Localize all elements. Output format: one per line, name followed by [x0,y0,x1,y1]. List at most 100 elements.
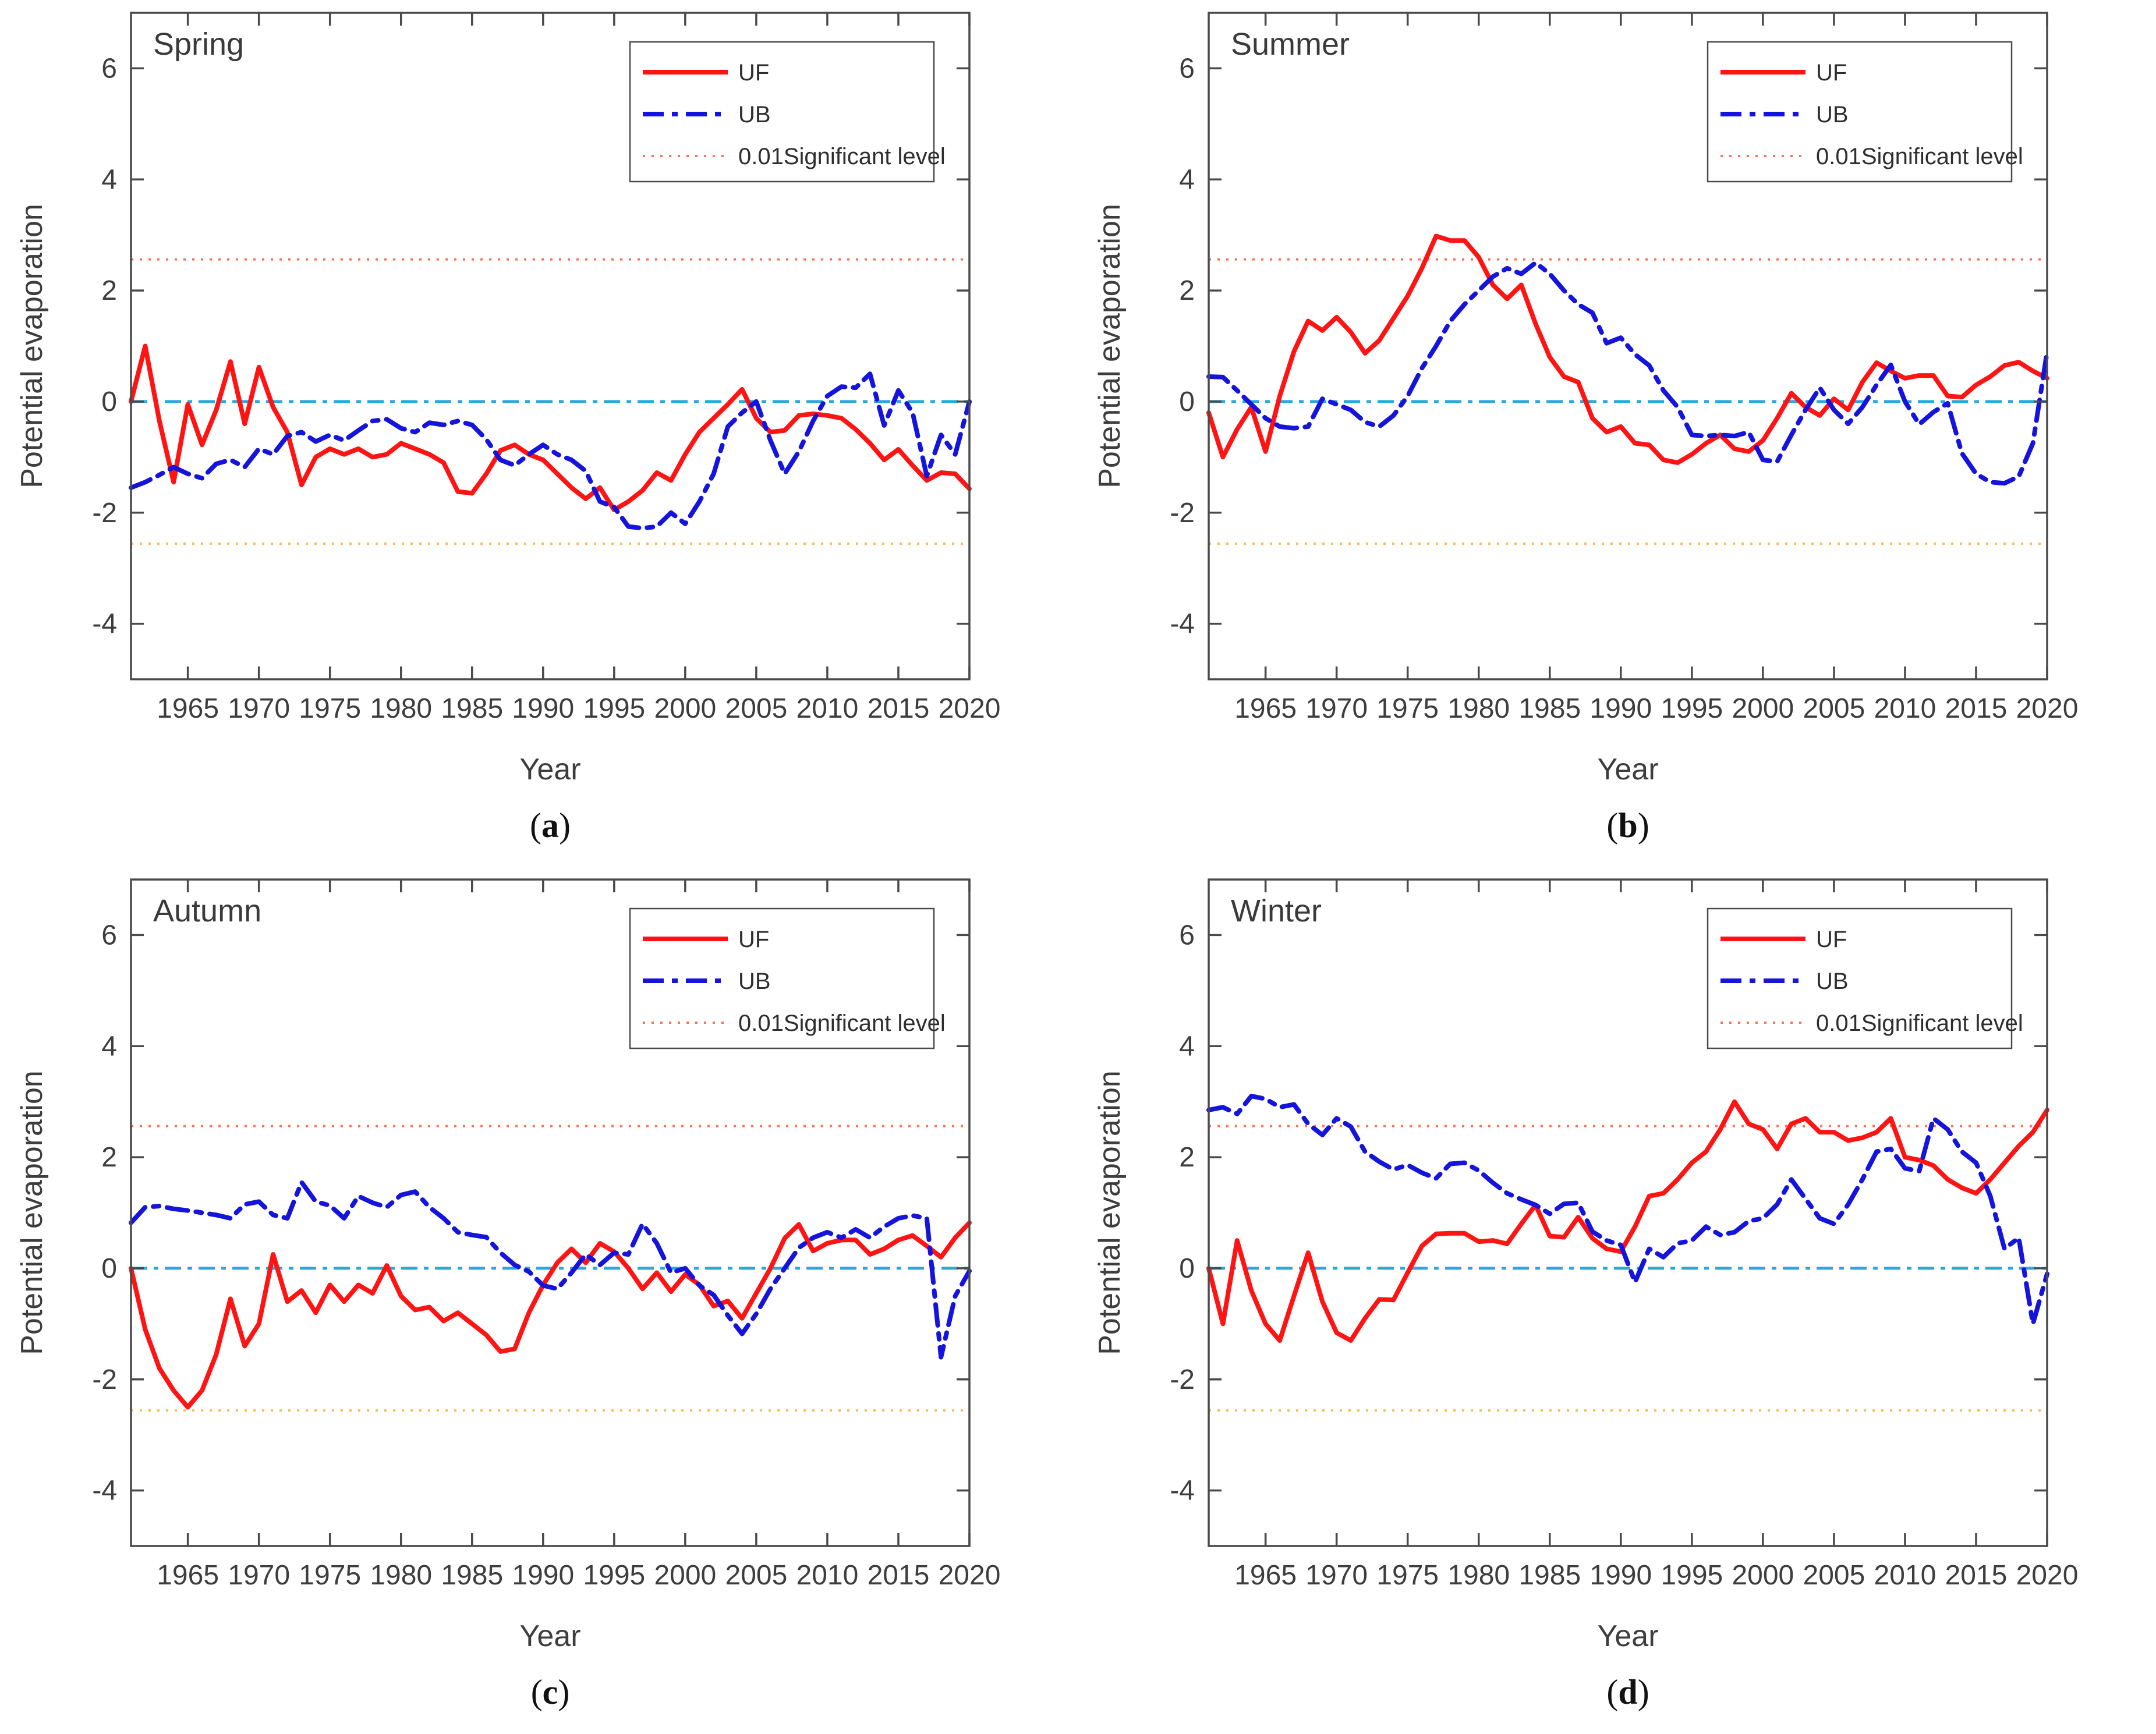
x-tick-label: 2005 [725,693,788,724]
y-tick-label: 2 [1179,275,1195,306]
y-tick-label: 2 [1179,1142,1195,1173]
x-tick-label: 2005 [725,1560,788,1591]
series-uf-line [1206,1099,2049,1343]
legend-box [629,907,935,1049]
x-tick-label: 2000 [654,693,716,724]
x-axis-label: Year [1597,753,1658,786]
x-tick-label: 1965 [157,1560,219,1591]
chart-summer: 1965 1970 1975 1980 1985 1990 1995 2000 2005 2010… [1093,12,2078,845]
y-axis-label: Potential evaporation [15,204,49,488]
x-tick-label: 2010 [796,693,859,724]
x-tick-label: 1975 [1376,1560,1439,1591]
axes-box [1208,12,2048,680]
y-tick-label: -2 [92,1364,117,1395]
y-tick-label: 2 [101,275,117,306]
x-tick-label: 1965 [157,693,219,724]
x-tick-label: 1995 [583,1560,645,1591]
legend-box [1707,41,2013,183]
x-axis-label: Year [519,753,580,786]
y-axis-label: Potential evaporation [1093,1070,1127,1355]
x-tick-label: 2015 [1945,693,2008,724]
series-uf-line [129,343,972,512]
y-tick-label: -2 [92,498,117,529]
x-tick-label: 2000 [654,1560,716,1591]
y-tick-label: 4 [101,164,117,195]
axes-box [130,878,971,1547]
x-tick-label: 1970 [1305,693,1368,724]
series-uf-line [1206,233,2049,465]
y-tick-label: 4 [1179,1031,1195,1062]
legend-box [1707,907,2013,1049]
panel-title: Summer [1231,27,1350,62]
x-tick-label: 2010 [796,1560,859,1591]
x-tick-label: 1980 [370,1560,432,1591]
x-tick-label: 1985 [1518,693,1581,724]
panel-caption: (c) [531,1673,570,1711]
y-tick-label: 0 [101,1253,117,1284]
x-tick-label: 1980 [370,693,432,724]
panel-caption: (a) [530,806,571,845]
legend-label: UF [1816,60,1847,86]
x-tick-label: 2010 [1874,693,1936,724]
legend-label: 0.01Significant level [1816,1010,2023,1036]
series-uf-line [129,1220,972,1410]
x-tick-label: 2000 [1732,693,1794,724]
x-tick-label: 1970 [228,693,290,724]
y-tick-label: 6 [101,53,117,84]
y-tick-label: 6 [101,920,117,951]
panel-spring: 1965 1970 1975 1980 1985 1990 1995 2000 2005 2010… [0,0,1078,867]
y-tick-label: 6 [1179,53,1195,84]
y-tick-label: 4 [101,1031,117,1062]
x-tick-label: 1990 [1589,693,1652,724]
y-tick-label: 6 [1179,920,1195,951]
x-tick-label: 1970 [228,1560,290,1591]
axes-box [130,12,971,680]
x-tick-label: 1995 [1661,693,1723,724]
x-tick-label: 1980 [1447,1560,1510,1591]
x-tick-label: 2010 [1874,1560,1936,1591]
panel-title: Spring [153,27,244,62]
legend-label: UB [1816,102,1849,127]
y-tick-label: -4 [92,609,117,640]
axes-box [1208,878,2048,1547]
x-tick-label: 1990 [512,1560,574,1591]
x-tick-label: 1975 [299,1560,361,1591]
series-ub-line [129,1180,972,1360]
chart-autumn: 1965 1970 1975 1980 1985 1990 1995 2000 2005 2010… [15,878,1000,1711]
y-tick-label: 0 [101,386,117,417]
panel-summer: 1965 1970 1975 1980 1985 1990 1995 2000 2005 2010… [1078,0,2156,867]
x-tick-label: 2020 [2016,1560,2079,1591]
x-tick-label: 1975 [299,693,361,724]
legend-label: UF [738,60,769,86]
x-tick-label: 2005 [1803,1560,1865,1591]
panel-caption: (d) [1606,1673,1649,1711]
y-tick-label: 4 [1179,164,1195,195]
x-tick-label: 1980 [1447,693,1510,724]
legend-label: UF [738,927,769,952]
x-tick-label: 2005 [1803,693,1865,724]
x-tick-label: 1975 [1376,693,1439,724]
panel-autumn: 1965 1970 1975 1980 1985 1990 1995 2000 2005 2010… [0,867,1078,1734]
x-tick-label: 1985 [441,1560,503,1591]
legend-label: UB [738,969,771,994]
legend-label: 0.01Significant level [1816,144,2023,169]
y-tick-label: -4 [1170,1476,1195,1506]
x-tick-label: 2020 [939,693,1001,724]
x-tick-label: 2015 [1945,1560,2008,1591]
x-tick-label: 2015 [868,1560,930,1591]
y-axis-label: Potential evaporation [15,1070,49,1355]
chart-winter: 1965 1970 1975 1980 1985 1990 1995 2000 2005 2010… [1093,878,2079,1711]
series-ub-line [1206,1094,2049,1327]
legend-label: 0.01Significant level [738,144,946,169]
x-tick-label: 1990 [512,693,574,724]
x-axis-label: Year [519,1619,580,1653]
y-tick-label: -4 [92,1476,117,1506]
y-tick-label: 0 [1179,1253,1195,1284]
x-tick-label: 1995 [1661,1560,1723,1591]
y-tick-label: -2 [1170,498,1195,529]
x-tick-label: 1995 [583,693,645,724]
x-axis-label: Year [1597,1619,1658,1653]
chart-spring: 1965 1970 1975 1980 1985 1990 1995 2000 2005 2010… [15,12,1001,845]
panel-title: Winter [1231,893,1322,928]
